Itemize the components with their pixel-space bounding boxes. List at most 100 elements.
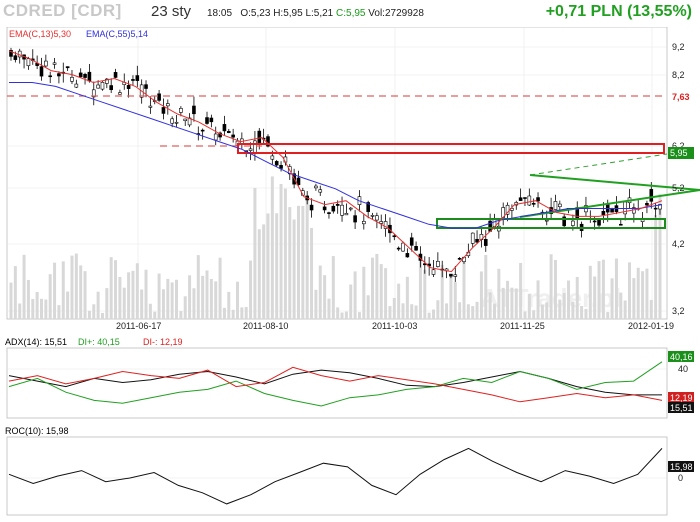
candle-body — [105, 78, 109, 84]
candle-body — [597, 219, 601, 226]
volume-bar — [501, 287, 505, 319]
volume-bar — [628, 262, 632, 319]
volume-bar — [283, 188, 287, 319]
volume-bar — [227, 291, 231, 319]
candle-body — [113, 72, 118, 78]
x-tick-label: 2011-10-03 — [372, 321, 417, 331]
volume-bar — [636, 267, 640, 319]
volume-bar — [540, 304, 544, 319]
volume-bar — [310, 227, 314, 319]
volume-bar — [488, 292, 492, 319]
close-value: C:5,95 — [336, 8, 366, 19]
candle-body — [470, 232, 475, 244]
volume-bar — [492, 303, 496, 319]
volume-bar — [157, 273, 161, 319]
volume-bar — [44, 299, 48, 319]
volume-bar — [105, 288, 109, 319]
ema13-legend: EMA(C,13)5,30 — [9, 29, 71, 39]
candle-body — [335, 203, 340, 206]
volume-bar — [153, 311, 157, 319]
candle-body — [558, 203, 562, 208]
candle-body — [379, 221, 384, 224]
volume-bar — [567, 280, 571, 319]
volume-bar — [244, 307, 248, 319]
candle-body — [126, 85, 131, 89]
adx-y-tick: 40 — [678, 364, 688, 374]
candle-body — [483, 239, 488, 246]
roc-chart[interactable]: ROC(10): 15,98 0 15,98 — [0, 424, 700, 520]
adx-chart[interactable]: ADX(14): 15,51 DI+: 40,15 DI-: 12,19 40 … — [0, 335, 700, 420]
candle-body — [536, 197, 540, 202]
x-tick-label: 2011-08-10 — [243, 321, 288, 331]
volume-bar — [571, 301, 575, 319]
candle-body — [157, 93, 161, 101]
candle-body — [553, 201, 558, 210]
candle-body — [144, 84, 148, 89]
volume-bar — [410, 304, 414, 319]
volume-bar — [349, 284, 353, 319]
volume-bar — [610, 278, 614, 319]
candle-body — [44, 60, 48, 67]
ema13-line — [8, 50, 663, 273]
candle-body — [544, 219, 549, 222]
candle-body — [52, 62, 57, 65]
volume-bar — [588, 265, 592, 319]
candle-body — [257, 130, 262, 144]
price-chart[interactable]: ATTrader.pl EMA(C,13)5,30 EMA(C,55)5,14 … — [0, 27, 700, 332]
diplus-badge-text: 40,16 — [670, 352, 693, 362]
volume-bar — [532, 310, 536, 319]
candle-body — [405, 253, 410, 258]
quote-time: 18:05 — [207, 8, 233, 19]
chart-header: CDRED [CDR] 23 sty 18:05 O:5,23 H:5,95 L… — [0, 0, 700, 26]
volume-bar — [545, 302, 549, 319]
volume-bar — [327, 298, 331, 319]
x-tick-label: 2012-01-19 — [628, 321, 674, 331]
ticker-title: CDRED [CDR] — [3, 1, 122, 20]
volume-bar — [18, 303, 22, 319]
candle-body — [70, 76, 74, 82]
volume-bar — [645, 268, 649, 319]
candle-body — [409, 237, 414, 246]
volume-bar — [296, 205, 300, 319]
volume-bar — [340, 312, 344, 319]
volume-bar — [479, 271, 483, 319]
candle-body — [135, 75, 140, 81]
volume-bar — [35, 291, 39, 319]
volume-bar — [131, 270, 135, 319]
volume-bar — [445, 303, 449, 319]
candle-body — [65, 66, 70, 69]
volume-bar — [593, 276, 597, 319]
volume-bar — [366, 295, 370, 319]
volume-bar — [510, 287, 514, 319]
volume-bar — [597, 261, 601, 319]
volume-bar — [362, 266, 366, 319]
candle-body — [166, 103, 170, 107]
volume-bar — [222, 307, 226, 319]
support-zone-box[interactable] — [436, 218, 666, 229]
candle-body — [96, 84, 100, 89]
diminus-legend: DI-: 12,19 — [143, 337, 183, 347]
candle-body — [78, 72, 83, 78]
volume-bar — [497, 268, 501, 319]
open-value: O:5,23 — [240, 8, 271, 19]
volume-bar — [70, 255, 74, 319]
candle-body — [174, 121, 179, 124]
candle-body — [505, 204, 510, 215]
candle-body — [401, 242, 405, 252]
volume-bar — [188, 275, 192, 319]
diplus-badge — [668, 351, 694, 362]
candle-body — [253, 140, 257, 153]
volume-bar — [466, 304, 470, 319]
volume-bar — [288, 207, 292, 319]
volume-bar — [161, 289, 165, 319]
candle-body — [653, 207, 658, 210]
volume-bar — [323, 275, 327, 319]
candle-body — [148, 105, 153, 108]
volume-bar — [57, 305, 61, 319]
roc-badge-text: 15,98 — [670, 462, 693, 472]
volume-bar — [484, 254, 488, 319]
volume-bar — [649, 299, 653, 319]
low-value: L:5,21 — [305, 8, 334, 19]
candle-body — [231, 134, 235, 138]
roc-badge — [668, 461, 694, 472]
